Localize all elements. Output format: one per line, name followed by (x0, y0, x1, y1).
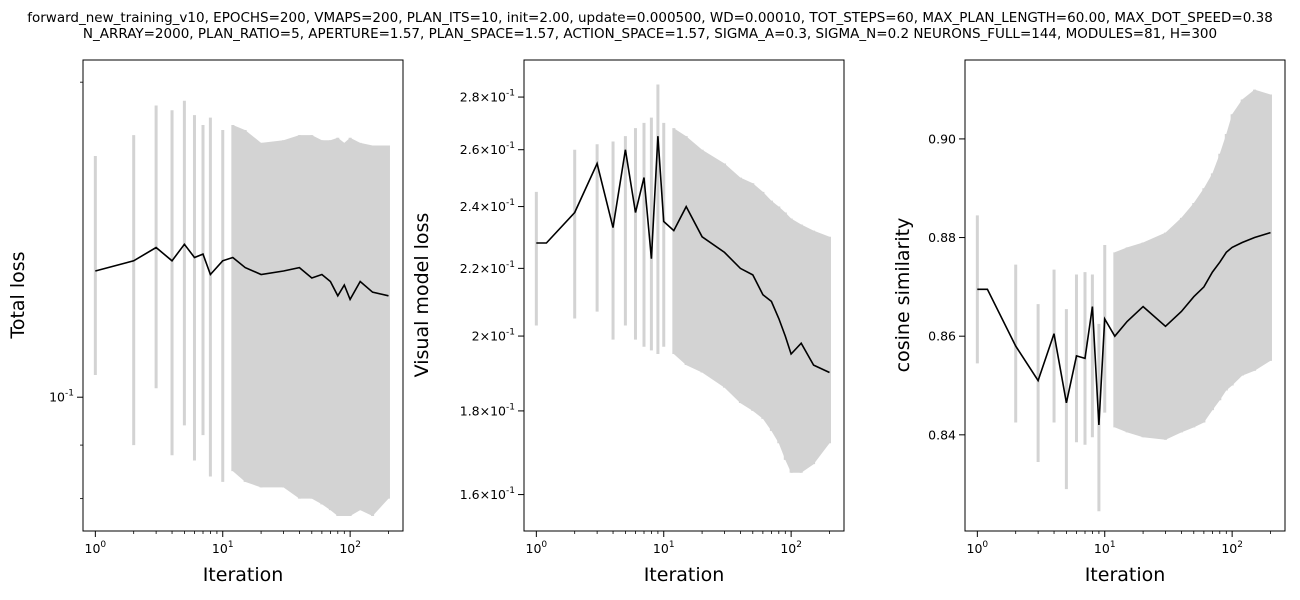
spread-band (1114, 89, 1271, 440)
x-tick-label: 102 (339, 540, 361, 556)
x-axis-label: Iteration (644, 564, 725, 586)
x-tick-label: 100 (967, 540, 989, 556)
axes-frame (523, 59, 845, 532)
chart-panel-1: 100 101 102 10-1 Iteration Total loss (7, 59, 404, 586)
y-tick-label: 2.4×10-1 (460, 198, 515, 214)
y-tick-label: 1.8×10-1 (460, 402, 515, 418)
x-axis-label: Iteration (1085, 564, 1166, 586)
x-tick-label: 100 (85, 540, 107, 556)
x-tick-label: 101 (653, 540, 675, 556)
y-tick-label: 1.6×10-1 (460, 486, 515, 502)
x-tick-label: 102 (1221, 540, 1243, 556)
y-tick-label: 0.88 (928, 230, 956, 245)
y-tick-label: 2.6×10-1 (460, 141, 515, 157)
y-tick-label: 2.8×10-1 (460, 89, 515, 105)
x-tick-label: 100 (526, 540, 548, 556)
axes-frame (82, 59, 404, 532)
mean-line (977, 231, 1271, 426)
y-tick-label: 0.84 (928, 427, 956, 442)
mean-line (536, 136, 830, 374)
x-tick-label: 102 (780, 540, 802, 556)
x-tick-label: 101 (1094, 540, 1116, 556)
x-axis-label: Iteration (203, 564, 284, 586)
y-axis-label: Total loss (7, 251, 29, 339)
chart-panel-3: 100 101 102 0.84 0.86 0.88 0.90 Iteration cosine… (892, 59, 1286, 586)
axes-frame (964, 59, 1286, 532)
y-tick-label: 0.86 (928, 329, 956, 344)
spread-band (673, 128, 830, 473)
y-axis-label: cosine similarity (892, 218, 914, 373)
spread-band (232, 125, 389, 516)
y-tick-label: 10-1 (49, 389, 74, 405)
mean-line (95, 242, 389, 302)
x-tick-label: 101 (212, 540, 234, 556)
chart-panel-2: 100 101 102 1.6×10-1 1.8×10-1 2×10-1 2.2×10-1 2… (411, 59, 845, 586)
figure-title-line-1: forward_new_training_v10, EPOCHS=200, VM… (27, 10, 1273, 26)
y-tick-label: 2×10-1 (472, 328, 515, 344)
y-tick-label: 0.90 (928, 131, 956, 146)
y-axis-label: Visual model loss (411, 213, 433, 378)
figure-title-line-2: N_ARRAY=2000, PLAN_RATIO=5, APERTURE=1.5… (82, 26, 1218, 42)
y-tick-label: 2.2×10-1 (460, 260, 515, 276)
